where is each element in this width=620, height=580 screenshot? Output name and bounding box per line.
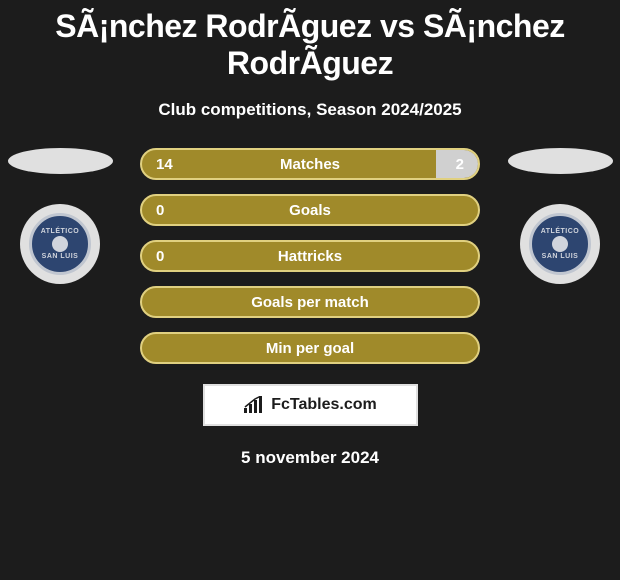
badge-text-bottom: SAN LUIS [42,253,79,260]
stat-bar: 0 Hattricks [140,240,480,272]
badge-ball-icon [552,236,568,252]
badge-text-bottom: SAN LUIS [542,253,579,260]
brand-box[interactable]: FcTables.com [203,384,418,426]
badge-text-top: ATLÉTICO [541,228,579,235]
stat-left-value: 0 [156,202,164,219]
right-player-col: ATLÉTICO SAN LUIS [500,148,620,284]
badge-text-top: ATLÉTICO [41,228,79,235]
stat-label: Min per goal [266,340,354,357]
player-right-avatar [508,148,613,174]
badge-ball-icon [52,236,68,252]
badge-inner-left: ATLÉTICO SAN LUIS [29,213,91,275]
date-label: 5 november 2024 [241,448,379,468]
chart-icon [243,396,265,414]
stat-bar: Goals per match [140,286,480,318]
stat-label: Goals [289,202,331,219]
left-player-col: ATLÉTICO SAN LUIS [0,148,120,284]
stat-left-value: 0 [156,248,164,265]
stat-left-value: 14 [156,156,173,173]
badge-inner-right: ATLÉTICO SAN LUIS [529,213,591,275]
brand-label: FcTables.com [271,396,377,414]
main-row: ATLÉTICO SAN LUIS 14 2 Matches 0 Goals 0 Hattr… [0,148,620,378]
comparison-widget: SÃ¡nchez RodrÃ­guez vs SÃ¡nchez RodrÃ­gu… [0,0,620,468]
stat-right-value: 2 [456,156,464,173]
stat-bar: 14 2 Matches [140,148,480,180]
club-badge-right: ATLÉTICO SAN LUIS [520,204,600,284]
stat-label: Matches [280,156,340,173]
page-title: SÃ¡nchez RodrÃ­guez vs SÃ¡nchez RodrÃ­gu… [0,8,620,82]
stat-bar: Min per goal [140,332,480,364]
subtitle: Club competitions, Season 2024/2025 [158,100,461,120]
stat-label: Goals per match [251,294,369,311]
stat-label: Hattricks [278,248,342,265]
player-left-avatar [8,148,113,174]
club-badge-left: ATLÉTICO SAN LUIS [20,204,100,284]
stats-column: 14 2 Matches 0 Goals 0 Hattricks Goals per matc… [120,148,500,378]
stat-bar: 0 Goals [140,194,480,226]
